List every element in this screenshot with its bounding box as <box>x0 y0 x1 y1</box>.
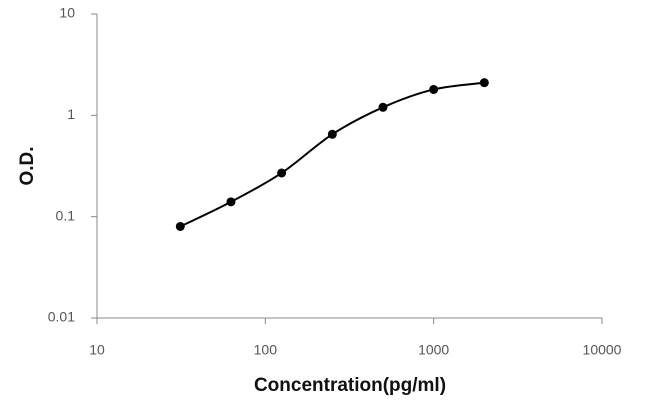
x-tick-label: 10 <box>89 342 105 358</box>
data-point <box>327 129 337 139</box>
y-tick-label: 0.1 <box>56 207 76 223</box>
data-point <box>479 78 489 88</box>
y-tick-label: 1 <box>67 106 75 122</box>
data-point <box>429 84 439 94</box>
data-point <box>175 221 185 231</box>
data-point <box>226 197 236 207</box>
x-tick-label: 10000 <box>583 342 622 358</box>
fit-curve <box>179 81 485 228</box>
y-tick-label: 0.01 <box>48 309 75 325</box>
data-point <box>378 102 388 112</box>
x-tick-label: 1000 <box>418 342 449 358</box>
y-axis-title: O.D. <box>17 146 38 185</box>
y-tick-label: 10 <box>59 5 75 21</box>
x-tick-label: 100 <box>254 342 278 358</box>
x-axis-title: Concentration(pg/ml) <box>254 375 446 396</box>
data-point <box>277 168 287 178</box>
